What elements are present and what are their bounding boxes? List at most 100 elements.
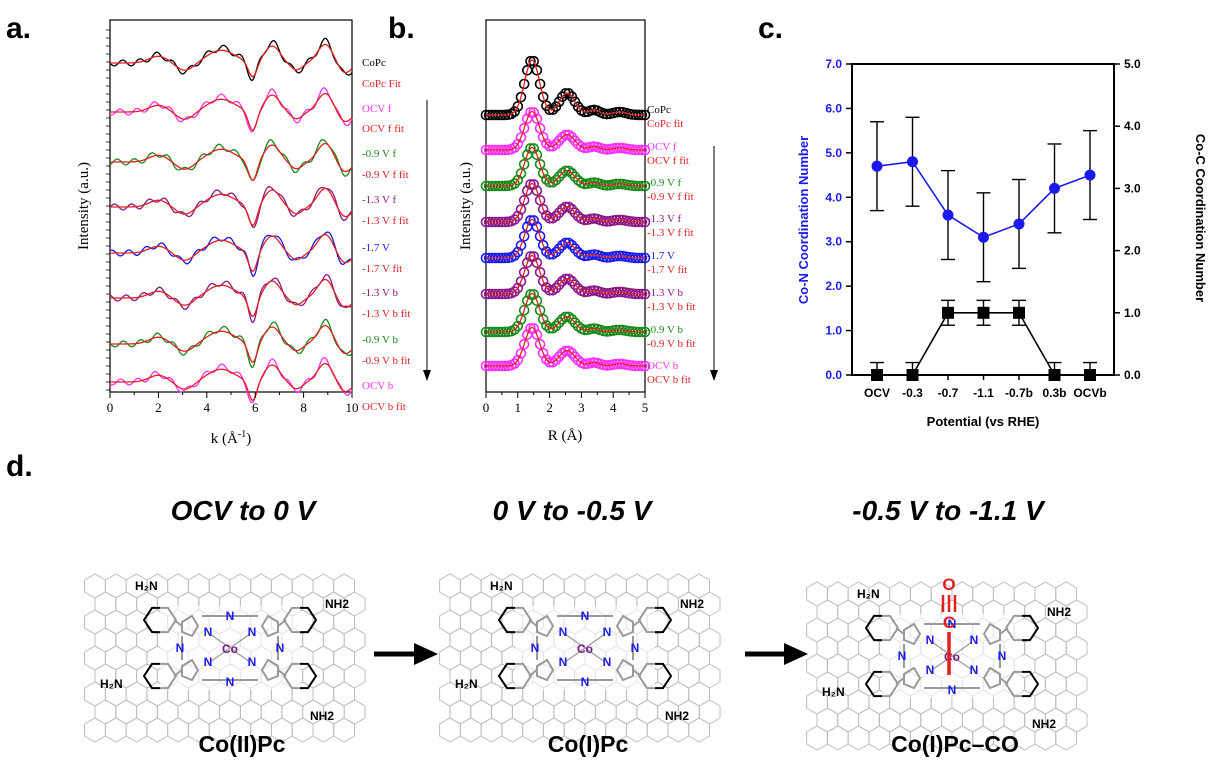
panel-b-data-point — [515, 91, 527, 103]
panel-a-legend-label: -1.3 V f — [362, 194, 396, 206]
panel-a-fit-curve — [110, 233, 353, 273]
molecule-name-1: Co(II)Pc — [199, 731, 286, 757]
panel-a-data-curve — [109, 186, 353, 229]
panel-a-legend-label: -0.9 V f — [362, 148, 396, 160]
amino-group-label: H₂N — [490, 579, 513, 593]
panel-b-legend-label: -0.9 V b fit — [647, 338, 696, 350]
panel-b-data-point — [525, 215, 536, 226]
nitrogen-label: N — [948, 617, 957, 631]
panel-letter-d: d. — [6, 450, 33, 483]
panel-b-data-point — [528, 289, 540, 300]
panel-b-data-point — [525, 143, 536, 154]
amino-group-label: H₂N — [822, 685, 845, 699]
panel-letter-b: b. — [388, 12, 415, 45]
panel-b-data-point — [528, 251, 540, 262]
panel-a-data-curve — [109, 356, 353, 404]
panel-b-curves — [480, 55, 651, 372]
panel-b-legend-label: OCV b — [647, 360, 679, 372]
nitrogen-label: N — [948, 683, 957, 697]
panel-c-y2tick-label: 0.0 — [1124, 368, 1141, 382]
panel-a-fit-curve — [110, 278, 353, 318]
panel-a: 0 2 4 6 8 10 CoPc CoPc Fit OCV f OCV f fit -0.9 V… — [76, 19, 431, 447]
amino-group-label: NH2 — [1047, 605, 1071, 619]
panel-c-ytick-label: 5.0 — [825, 146, 842, 160]
panel-b-ylabel: Intensity (a.u.) — [458, 162, 474, 250]
reaction-arrow-1 — [374, 643, 438, 665]
panel-b-legend-label: -1.7 V — [647, 250, 675, 262]
panel-b-data-point — [553, 317, 565, 329]
panel-b-data-point — [518, 195, 530, 206]
panel-b-data-point — [525, 323, 536, 334]
panel-a-fit-curve — [110, 142, 353, 182]
panel-b-data-point — [525, 107, 536, 118]
panel-a-data-curve — [109, 273, 353, 324]
panel-a-curves — [109, 37, 353, 404]
panel-c-point-con — [871, 160, 883, 172]
panel-c-left-ticks: 0.0 1.0 2.0 3.0 4.0 5.0 6.0 7.0 — [825, 57, 852, 382]
panel-b-data-point — [525, 251, 536, 262]
panel-b-data-point — [518, 304, 530, 316]
panel-b-data-point — [550, 246, 562, 258]
panel-c-ytick-label: 4.0 — [825, 190, 842, 204]
panel-b-data-point — [525, 55, 536, 67]
panel-b-data-point — [537, 347, 549, 359]
panel-c-point-con — [942, 209, 954, 221]
panel-b-legend-label: CoPc fit — [647, 118, 683, 130]
panel-b-data-point — [537, 313, 549, 325]
panel-b-data-point — [550, 138, 562, 150]
co-ligand-c: C — [943, 613, 955, 632]
nitrogen-label: N — [204, 625, 213, 639]
panel-a-legend-label: -1.7 V — [362, 242, 390, 254]
panel-a-fit-curve — [110, 187, 353, 227]
nitrogen-label: N — [248, 625, 257, 639]
panel-b-data-point — [534, 195, 546, 206]
panel-b-data-point — [528, 107, 540, 118]
panel-c-point-coc — [906, 369, 919, 381]
amino-group-label: H₂N — [857, 587, 880, 601]
panel-b-fit-curve — [486, 146, 645, 187]
panel-b-data-point — [550, 210, 562, 222]
nitrogen-label: N — [581, 675, 590, 689]
panel-b-legend-label: -0.9 V b — [647, 324, 683, 336]
panel-c-ytick-label: 3.0 — [825, 235, 842, 249]
nitrogen-label: N — [226, 675, 235, 689]
panel-c-right-ticks: 0.0 1.0 2.0 3.0 4.0 5.0 — [1114, 57, 1141, 382]
panel-b-xtick-label: 5 — [642, 400, 649, 415]
nitrogen-label: N — [276, 641, 285, 655]
panel-a-legend-label: CoPc Fit — [362, 78, 401, 90]
panel-c-y2label: Co-C Coordination Number — [1193, 134, 1208, 302]
panel-c-point-coc — [1048, 369, 1061, 381]
amino-group-label: NH2 — [1032, 717, 1056, 731]
reaction-arrow-2 — [745, 643, 808, 665]
nitrogen-label: N — [970, 663, 979, 677]
panel-a-data-curve — [109, 318, 353, 368]
panel-b-fit-curve — [486, 218, 645, 259]
panel-b-data-point — [512, 320, 524, 332]
panel-c-xtick-label: -0.3 — [902, 386, 923, 400]
panel-a-data-curve — [109, 231, 353, 277]
panel-c-xtick-label: OCVb — [1073, 386, 1106, 400]
panel-b-fit-curve — [486, 292, 645, 333]
panel-a-legend-label: -0.9 V b fit — [362, 355, 411, 367]
nitrogen-label: N — [926, 633, 935, 647]
panel-c: 0.0 1.0 2.0 3.0 4.0 5.0 6.0 7.0 0.0 1.0 2.0 3.0 4.0… — [796, 57, 1208, 429]
panel-b-data-point — [525, 289, 536, 300]
panel-b-data-point — [566, 131, 578, 143]
panel-b-data-point — [512, 354, 524, 366]
panel-c-y2tick-label: 2.0 — [1124, 244, 1141, 258]
panel-b-data-point — [534, 231, 546, 242]
panel-b-data-point — [537, 275, 549, 287]
panel-b-data-point — [528, 323, 540, 334]
amino-group-label: NH2 — [680, 597, 704, 611]
panel-b-fit-curve — [486, 182, 645, 223]
molecule-name-3: Co(I)Pc–CO — [891, 731, 1019, 757]
nitrogen-label: N — [531, 641, 540, 655]
panel-c-xticks: OCV -0.3 -0.7 -1.1 -0.7b 0.3b OCVb — [864, 375, 1107, 400]
panel-c-xtick-label: 0.3b — [1042, 386, 1066, 400]
panel-c-xlabel: Potential (vs RHE) — [927, 414, 1040, 429]
panel-b-data-point — [534, 266, 546, 278]
panel-b-data-point — [515, 348, 527, 359]
panel-c-point-con — [1049, 182, 1060, 194]
panel-a-fit-curve — [110, 43, 353, 78]
